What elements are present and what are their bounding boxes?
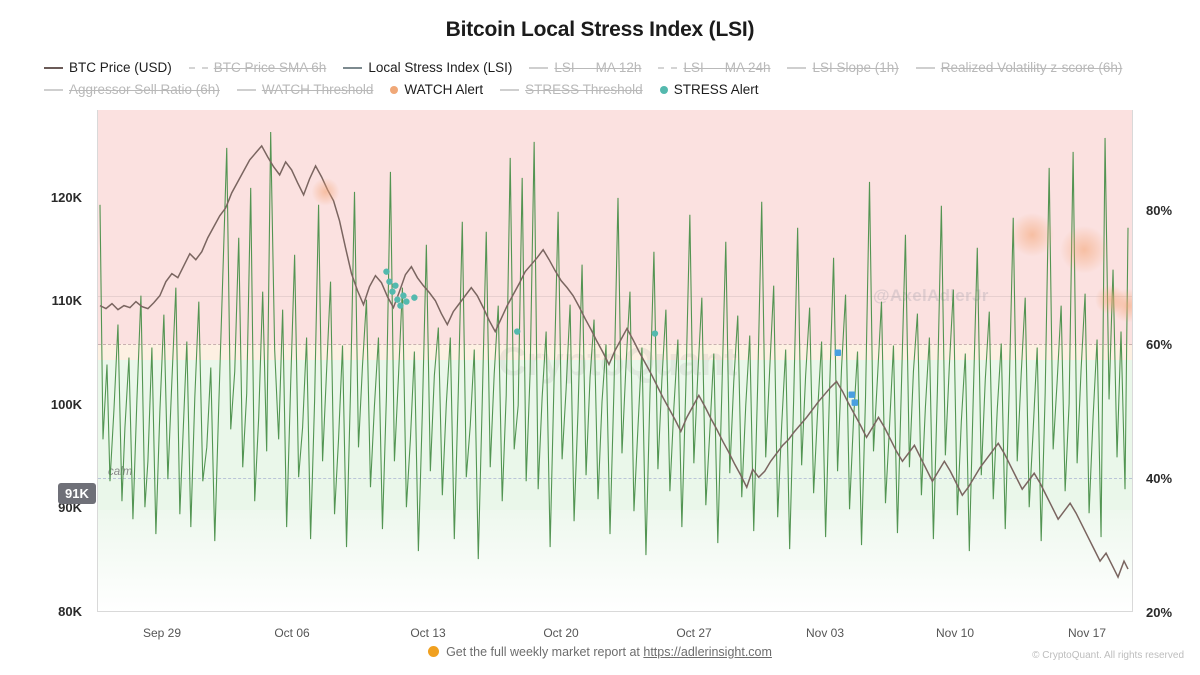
- line-swatch-icon: [44, 88, 63, 91]
- legend-item-watch-alert[interactable]: WATCH Alert: [390, 82, 483, 97]
- x-tick-0: Sep 29: [142, 626, 182, 640]
- line-swatch-icon: [343, 66, 363, 69]
- x-tick-1: Oct 06: [274, 626, 310, 640]
- legend-label: BTC Price (USD): [69, 60, 172, 75]
- x-tick-5: Nov 03: [805, 626, 845, 640]
- legend-item-lsi-ma-24h[interactable]: LSI — MA 24h: [658, 60, 770, 75]
- legend-label: STRESS Threshold: [525, 82, 643, 97]
- plot-area: calm CryptoQuant @AxelAdlerJr: [97, 110, 1133, 612]
- x-tick-2: Oct 13: [410, 626, 446, 640]
- legend-label: LSI Slope (1h): [812, 60, 899, 75]
- y-tick-right-3: 20%: [1146, 605, 1173, 620]
- line-swatch-icon: [44, 66, 63, 69]
- y-tick-left-4: 80K: [58, 604, 82, 619]
- legend-label: Aggressor Sell Ratio (6h): [69, 82, 220, 97]
- page-title: Bitcoin Local Stress Index (LSI): [445, 18, 755, 41]
- watch-alert-markers: [311, 177, 1132, 323]
- threshold-line-stress: [98, 296, 1132, 297]
- legend-item-watch-threshold[interactable]: WATCH Threshold: [236, 82, 374, 97]
- y-tick-left-1: 110K: [51, 293, 82, 308]
- dashed-line-swatch-icon: [188, 66, 208, 69]
- band-calm-fade: [98, 510, 1132, 611]
- stress-alert-markers: [383, 268, 859, 406]
- legend-item-realized-volatility-zscore[interactable]: Realized Volatility z-score (6h): [915, 60, 1123, 75]
- legend-item-btc-price-sma-6h[interactable]: BTC Price SMA 6h: [188, 60, 327, 75]
- y-tick-left-0: 120K: [50, 190, 82, 205]
- band-calm-zone: [98, 360, 1132, 510]
- dot-swatch-icon: [390, 85, 399, 94]
- legend-item-stress-alert[interactable]: STRESS Alert: [659, 82, 759, 97]
- legend-label: Realized Volatility z-score (6h): [940, 60, 1123, 75]
- line-swatch-icon: [236, 88, 256, 91]
- legend-row-1: BTC Price (USD) BTC Price SMA 6h Local S…: [44, 57, 1174, 78]
- bullet-dot-icon: [428, 646, 440, 657]
- line-swatch-icon: [787, 66, 807, 69]
- y-tick-left-2: 100K: [50, 397, 82, 412]
- footer-copyright: © CryptoQuant. All rights reserved: [1032, 650, 1184, 661]
- legend-label: BTC Price SMA 6h: [213, 60, 327, 75]
- x-tick-4: Oct 27: [676, 626, 712, 640]
- legend-label: STRESS Alert: [673, 82, 759, 97]
- series-btc-price: [99, 144, 1129, 579]
- series-svg: [99, 131, 1132, 579]
- legend-label: LSI — MA 24h: [683, 60, 771, 75]
- x-tick-6: Nov 10: [935, 626, 975, 640]
- x-tick-3: Oct 20: [543, 626, 579, 640]
- calm-annotation: calm: [108, 466, 133, 478]
- footer-cta-text: Get the full weekly market report at: [446, 645, 644, 659]
- legend-item-btc-price[interactable]: BTC Price (USD): [44, 60, 172, 75]
- legend-label: LSI — MA 12h: [554, 60, 642, 75]
- footer-cta: Get the full weekly market report at htt…: [0, 645, 1200, 659]
- line-swatch-icon: [915, 66, 935, 69]
- threshold-line-calm: [98, 478, 1132, 479]
- y-tick-right-1: 60%: [1146, 337, 1173, 352]
- line-swatch-icon: [529, 66, 549, 69]
- y-tick-right-2: 40%: [1146, 471, 1173, 486]
- y-tick-right-0: 80%: [1146, 203, 1173, 218]
- legend-row-2: Aggressor Sell Ratio (6h) WATCH Threshol…: [44, 79, 1174, 100]
- legend-item-local-stress-index[interactable]: Local Stress Index (LSI): [343, 60, 512, 75]
- legend-item-lsi-ma-12h[interactable]: LSI — MA 12h: [529, 60, 641, 75]
- legend-item-lsi-slope-1h[interactable]: LSI Slope (1h): [787, 60, 899, 75]
- chart-legend: BTC Price (USD) BTC Price SMA 6h Local S…: [44, 57, 1174, 100]
- legend-label: Local Stress Index (LSI): [368, 60, 513, 75]
- legend-label: WATCH Alert: [404, 82, 484, 97]
- x-tick-7: Nov 17: [1067, 626, 1107, 640]
- dot-swatch-icon: [659, 85, 668, 94]
- legend-label: WATCH Threshold: [261, 82, 374, 97]
- line-swatch-icon: [500, 88, 520, 91]
- current-price-badge: 91K: [58, 483, 96, 504]
- legend-item-aggressor-sell-ratio[interactable]: Aggressor Sell Ratio (6h): [44, 82, 220, 97]
- dashed-line-swatch-icon: [658, 66, 678, 69]
- footer-report-link[interactable]: https://adlerinsight.com: [643, 645, 772, 659]
- series-local-stress-index: [99, 131, 1129, 560]
- legend-item-stress-threshold[interactable]: STRESS Threshold: [500, 82, 643, 97]
